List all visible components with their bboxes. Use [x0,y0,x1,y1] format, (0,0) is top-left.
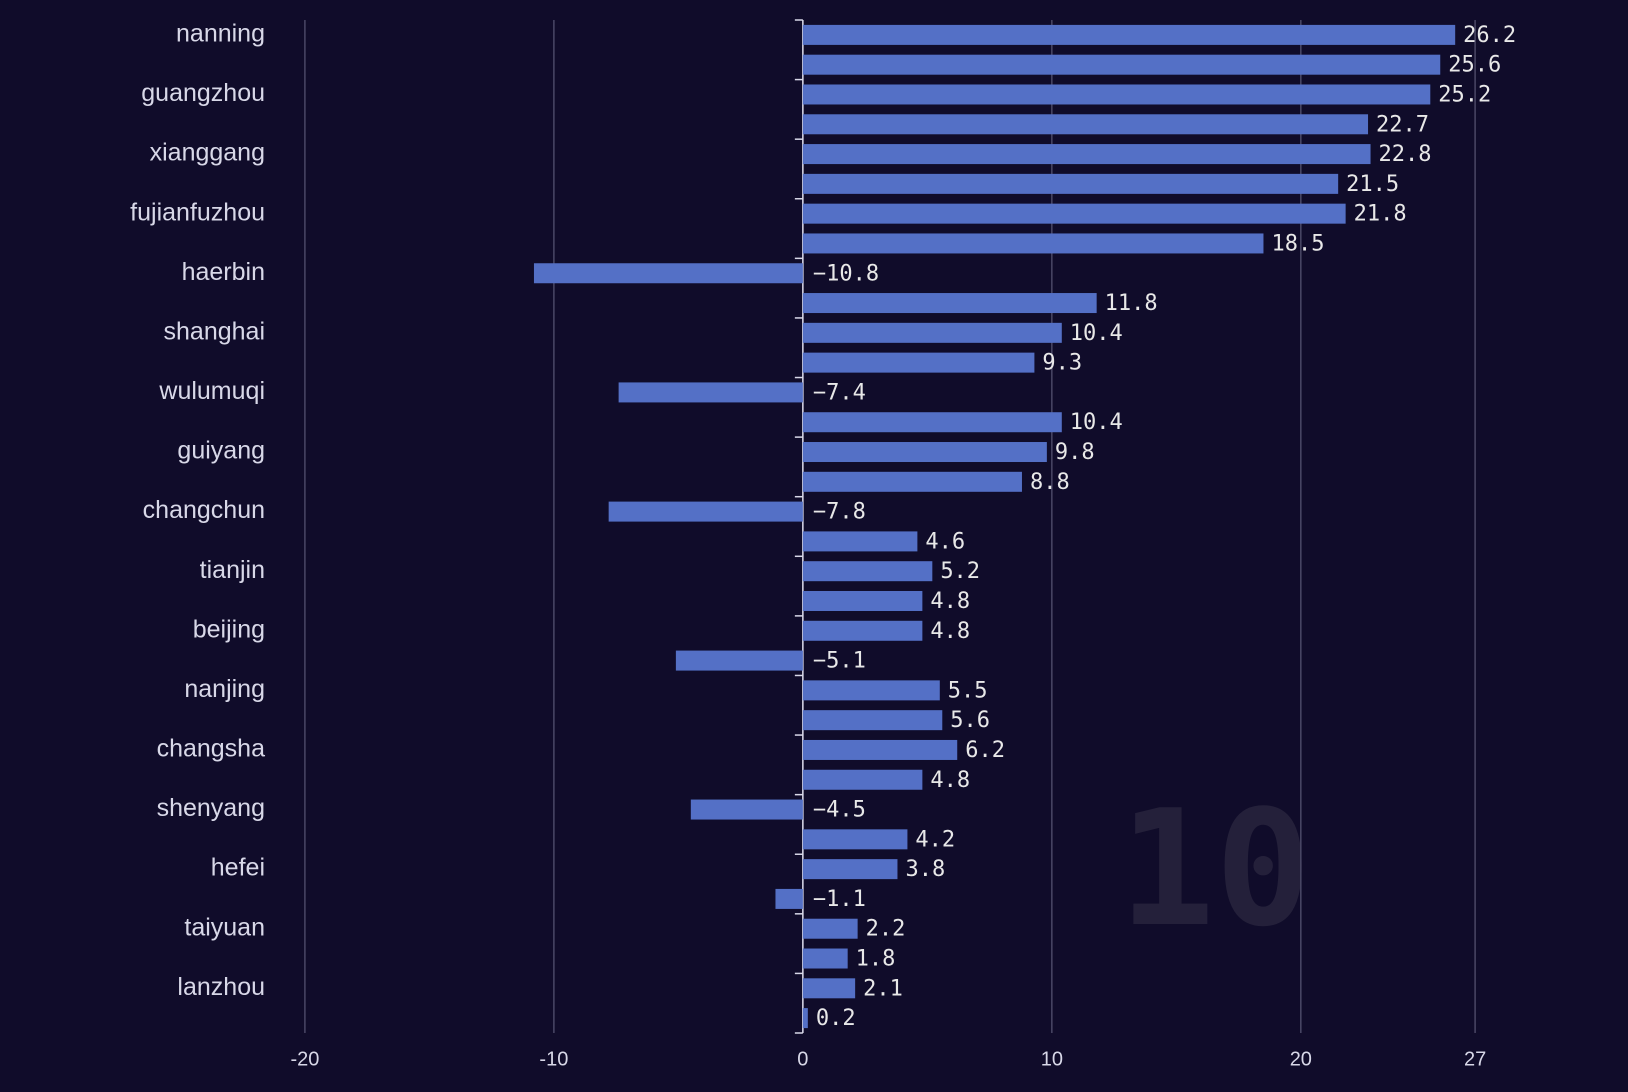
bar [618,382,803,403]
bar [802,531,918,552]
bar [533,263,803,284]
value-label: 4.8 [930,589,970,614]
bar [802,173,1339,194]
bar [802,233,1264,254]
value-label: 10.4 [1070,410,1123,435]
bar [802,1008,808,1029]
value-label: 25.2 [1438,82,1491,107]
frame-watermark: 10 [1119,775,1312,962]
category-label: changsha [157,735,266,763]
value-label: 8.8 [1030,470,1070,495]
bar [802,948,848,969]
value-label: 10.4 [1070,321,1123,346]
bar [802,54,1441,75]
x-tick-label: 10 [1041,1048,1063,1070]
x-tick-label: 0 [797,1048,808,1070]
category-label: nanning [176,20,265,48]
bar [802,710,943,731]
bar [802,590,923,611]
value-label: 4.8 [930,619,970,644]
category-label: beijing [193,615,265,643]
bar [802,203,1346,224]
value-label: 5.2 [940,559,980,584]
value-label: 18.5 [1271,231,1324,256]
value-label: −5.1 [813,649,866,674]
value-label: 5.5 [948,678,988,703]
value-label: 4.2 [915,827,955,852]
category-label: taiyuan [184,913,265,941]
category-label: shenyang [157,794,265,822]
value-label: −1.1 [813,887,866,912]
x-tick-label: -10 [539,1048,568,1070]
value-label: 5.6 [950,708,990,733]
category-label: nanjing [184,675,265,703]
x-tick-label: 27 [1464,1048,1486,1070]
bar [802,769,923,790]
bar [802,114,1369,135]
bar [802,442,1047,463]
value-label: 25.6 [1448,53,1501,78]
category-label: xianggang [150,139,265,167]
category-label: shanghai [164,317,265,345]
value-label: 1.8 [856,947,896,972]
category-label: wulumuqi [158,377,265,405]
value-label: 21.8 [1354,202,1407,227]
bar [802,352,1035,373]
x-tick-label: 20 [1290,1048,1312,1070]
category-label: guiyang [177,437,265,465]
bar [802,680,940,701]
category-label: hefei [211,854,265,882]
value-label: 3.8 [905,857,945,882]
bar [802,293,1097,314]
bar [802,739,958,760]
x-tick-label: -20 [290,1048,319,1070]
value-label: 6.2 [965,738,1005,763]
bar [675,650,803,671]
category-label: lanzhou [177,973,265,1001]
bar [802,829,908,850]
bar [802,144,1371,165]
value-label: 21.5 [1346,172,1399,197]
value-label: 9.3 [1042,351,1082,376]
category-label: fujianfuzhou [130,198,265,226]
value-label: 4.6 [925,529,965,554]
bar [802,471,1022,492]
bar [802,978,856,999]
bar [802,322,1062,343]
value-label: 4.8 [930,768,970,793]
value-label: 9.8 [1055,440,1095,465]
category-label: guangzhou [141,79,265,107]
bar [802,24,1456,45]
bar [775,888,803,909]
bar [802,620,923,641]
category-label: changchun [143,496,265,524]
value-label: 22.8 [1379,142,1432,167]
value-label: 22.7 [1376,112,1429,137]
category-label: haerbin [182,258,265,286]
category-label: tianjin [200,556,265,584]
bar [802,84,1431,105]
value-label: 11.8 [1105,291,1158,316]
bar [802,918,858,939]
bar [802,859,898,880]
value-label: 2.2 [866,917,906,942]
bar [608,501,803,522]
value-label: 2.1 [863,976,903,1001]
bar [802,561,933,582]
value-label: −7.4 [813,380,866,405]
bar [690,799,803,820]
value-label: −10.8 [813,261,879,286]
bar [802,412,1062,433]
value-label: 26.2 [1463,23,1516,48]
value-label: −4.5 [813,798,866,823]
value-label: 0.2 [816,1006,856,1031]
value-label: −7.8 [813,500,866,525]
